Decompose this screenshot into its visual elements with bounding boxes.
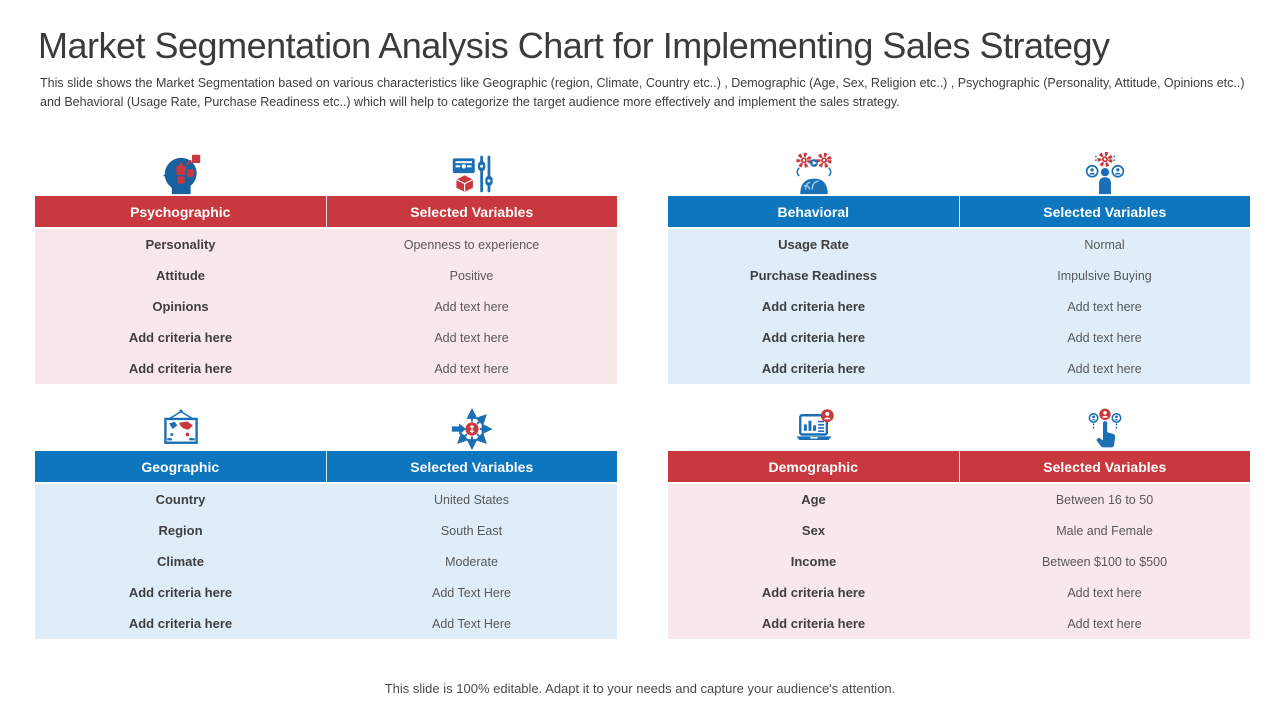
table-row: Income Between $100 to $500 <box>668 546 1250 577</box>
criteria-cell: Add criteria here <box>761 585 866 600</box>
behavioral-header-category: Behavioral <box>668 196 960 227</box>
table-row: Add criteria here Add text here <box>35 353 617 384</box>
table-row: Country United States <box>35 484 617 515</box>
value-cell: Moderate <box>445 554 498 569</box>
criteria-cell: Add criteria here <box>761 330 866 345</box>
table-row: Opinions Add text here <box>35 291 617 322</box>
table-row: Region South East <box>35 515 617 546</box>
sliders-checklist-icon <box>450 152 494 196</box>
criteria-cell: Add criteria here <box>761 299 866 314</box>
radiating-arrows-icon <box>450 407 494 451</box>
criteria-cell: Add criteria here <box>761 616 866 631</box>
value-cell: Openness to experience <box>403 237 540 252</box>
value-cell: United States <box>433 492 510 507</box>
value-cell: Add text here <box>434 361 509 376</box>
table-row: Sex Male and Female <box>668 515 1250 546</box>
value-cell: Impulsive Buying <box>1057 268 1152 283</box>
criteria-cell: Age <box>801 492 826 507</box>
table-row: Climate Moderate <box>35 546 617 577</box>
demographic-header-row: Demographic Selected Variables <box>668 451 1250 482</box>
criteria-cell: Sex <box>801 523 826 538</box>
value-cell: Add text here <box>1067 585 1142 600</box>
table-row: Personality Openness to experience <box>35 229 617 260</box>
psychographic-header-row: Psychographic Selected Variables <box>35 196 617 227</box>
table-row: Add criteria here Add text here <box>668 577 1250 608</box>
criteria-cell: Attitude <box>155 268 206 283</box>
criteria-cell: Region <box>158 523 203 538</box>
table-row: Usage Rate Normal <box>668 229 1250 260</box>
behavioral-table: Behavioral Selected Variables Usage Rate… <box>668 150 1250 384</box>
criteria-cell: Personality <box>145 237 216 252</box>
table-row: Add criteria here Add text here <box>668 608 1250 639</box>
table-row: Attitude Positive <box>35 260 617 291</box>
criteria-cell: Climate <box>157 554 204 569</box>
value-cell: Positive <box>449 268 494 283</box>
value-cell: Male and Female <box>1056 523 1153 538</box>
criteria-cell: Add criteria here <box>128 330 233 345</box>
slide-description: This slide shows the Market Segmentation… <box>40 76 1245 110</box>
behavioral-header-variables: Selected Variables <box>1043 203 1167 220</box>
geographic-table: Geographic Selected Variables Country Un… <box>35 405 617 639</box>
geographic-icons-row <box>35 405 617 451</box>
criteria-cell: Usage Rate <box>778 237 849 252</box>
table-row: Age Between 16 to 50 <box>668 484 1250 515</box>
demographic-icons-row <box>668 405 1250 451</box>
hand-pointing-users-icon <box>1083 407 1127 451</box>
geographic-header-category: Geographic <box>35 451 327 482</box>
criteria-cell: Add criteria here <box>128 361 233 376</box>
criteria-cell: Country <box>155 492 206 507</box>
table-row: Add criteria here Add Text Here <box>35 577 617 608</box>
table-row: Add criteria here Add Text Here <box>35 608 617 639</box>
table-row: Add criteria here Add text here <box>35 322 617 353</box>
value-cell: Between $100 to $500 <box>1041 554 1168 569</box>
criteria-cell: Add criteria here <box>761 361 866 376</box>
criteria-cell: Add criteria here <box>128 585 233 600</box>
demographic-header-variables: Selected Variables <box>1043 458 1167 475</box>
slide-footer: This slide is 100% editable. Adapt it to… <box>384 681 896 696</box>
laptop-chart-icon <box>792 407 836 451</box>
demographic-header-category: Demographic <box>668 451 960 482</box>
table-row: Add criteria here Add text here <box>668 291 1250 322</box>
value-cell: Add text here <box>434 330 509 345</box>
value-cell: Add text here <box>1067 299 1142 314</box>
person-gear-users-icon <box>1083 152 1127 196</box>
psychographic-header-category: Psychographic <box>35 196 327 227</box>
gears-brain-icon <box>792 152 836 196</box>
value-cell: Add Text Here <box>432 585 511 600</box>
value-cell: Add text here <box>434 299 509 314</box>
value-cell: Normal <box>1084 237 1125 252</box>
page-title: Market Segmentation Analysis Chart for I… <box>38 25 1110 66</box>
psychographic-header-variables: Selected Variables <box>410 203 534 220</box>
value-cell: Add text here <box>1067 616 1142 631</box>
criteria-cell: Add criteria here <box>128 616 233 631</box>
criteria-cell: Purchase Readiness <box>749 268 878 283</box>
value-cell: South East <box>440 523 503 538</box>
behavioral-header-row: Behavioral Selected Variables <box>668 196 1250 227</box>
criteria-cell: Income <box>790 554 837 569</box>
geographic-header-row: Geographic Selected Variables <box>35 451 617 482</box>
value-cell: Add Text Here <box>432 616 511 631</box>
value-cell: Between 16 to 50 <box>1055 492 1154 507</box>
behavioral-icons-row <box>668 150 1250 196</box>
head-puzzle-icon <box>159 152 203 196</box>
world-map-icon <box>159 407 203 451</box>
value-cell: Add text here <box>1067 361 1142 376</box>
geographic-header-variables: Selected Variables <box>410 458 534 475</box>
table-row: Add criteria here Add text here <box>668 353 1250 384</box>
demographic-table: Demographic Selected Variables Age Betwe… <box>668 405 1250 639</box>
psychographic-table: Psychographic Selected Variables Persona… <box>35 150 617 384</box>
criteria-cell: Opinions <box>152 299 209 314</box>
value-cell: Add text here <box>1067 330 1142 345</box>
table-row: Add criteria here Add text here <box>668 322 1250 353</box>
psychographic-icons-row <box>35 150 617 196</box>
table-row: Purchase Readiness Impulsive Buying <box>668 260 1250 291</box>
